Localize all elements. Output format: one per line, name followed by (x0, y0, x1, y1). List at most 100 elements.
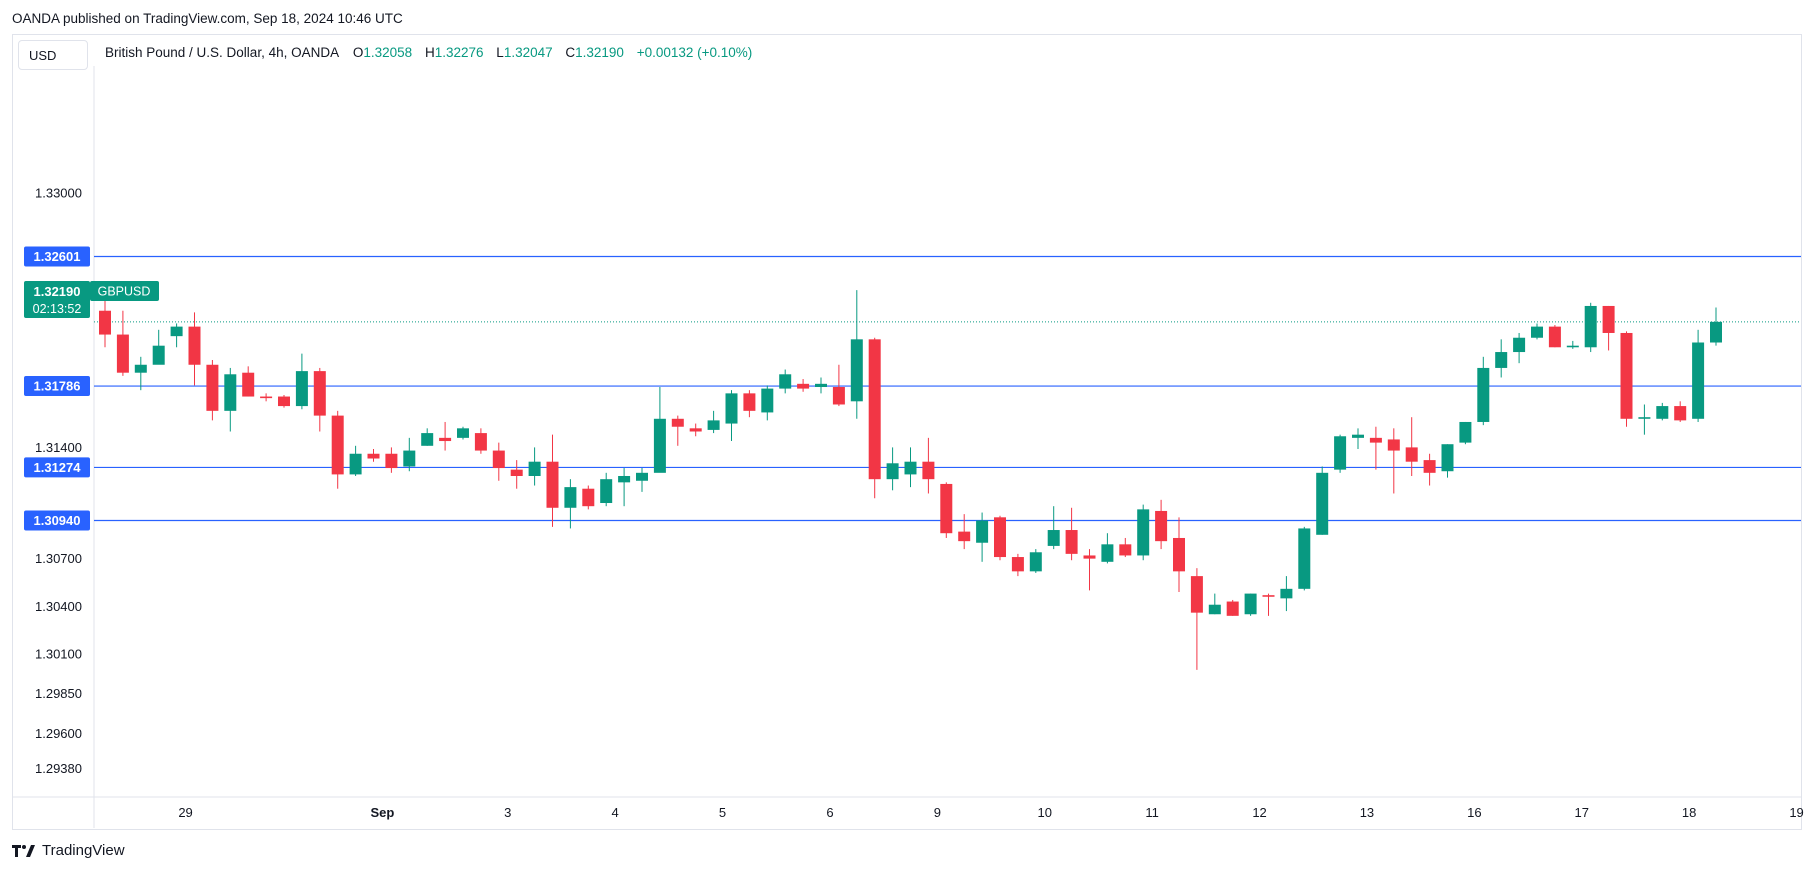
candle (994, 515, 1006, 561)
time-tick-label: 16 (1467, 805, 1481, 820)
candle-body (1047, 530, 1060, 546)
candle (1226, 599, 1239, 616)
tradingview-logo-icon (12, 844, 35, 857)
candle (600, 472, 613, 507)
legend-low-label: L (496, 45, 504, 60)
candle-body (564, 487, 577, 508)
price-tick-label: 1.29380 (35, 761, 82, 776)
candle-body (958, 531, 971, 542)
tradingview-brand: TradingView (42, 842, 125, 859)
candle (1369, 426, 1382, 470)
candle (170, 323, 183, 348)
candle (707, 410, 720, 434)
candle-body (546, 461, 559, 508)
candle-body (1566, 345, 1579, 348)
candle-body (510, 469, 523, 476)
candle-body (1584, 305, 1597, 348)
candle-body (815, 383, 827, 388)
candle-body (474, 433, 487, 451)
candle-body (385, 453, 398, 469)
candle (743, 390, 756, 418)
candle-body (206, 364, 219, 411)
candle (671, 415, 684, 446)
candle (1656, 402, 1669, 421)
legend-close-label: C (565, 45, 576, 60)
candle (457, 426, 469, 440)
candle-body (278, 396, 290, 407)
candle (1602, 305, 1615, 351)
bar-countdown: 02:13:52 (33, 302, 82, 316)
candle-body (1387, 439, 1400, 451)
candle (1441, 444, 1454, 478)
candle (1065, 507, 1078, 561)
candle (886, 447, 899, 491)
horizontal-levels[interactable]: 1.32601 1.31786 1.31274 1.30940 (24, 246, 1801, 531)
candle (421, 428, 434, 446)
candle (1208, 593, 1221, 615)
time-tick-label: Sep (371, 805, 395, 820)
candle-body (1137, 509, 1150, 556)
candle (725, 390, 738, 442)
price-tick-label: 1.29850 (35, 686, 82, 701)
candle-body (779, 374, 792, 389)
published-caption: OANDA published on TradingView.com, Sep … (12, 11, 403, 26)
candle-body (367, 453, 380, 459)
candle (528, 447, 541, 486)
price-tick-label: 1.30400 (35, 599, 82, 614)
candle (134, 356, 147, 391)
candle (1190, 568, 1203, 670)
price-axis-ticks: 1.33000 1.31400 1.30700 1.30400 1.30100 1.298… (35, 186, 82, 776)
candle-body (1155, 510, 1168, 542)
candle (618, 468, 631, 507)
candle (1566, 340, 1579, 349)
candle (1459, 421, 1472, 445)
candle (1280, 576, 1293, 612)
candle-body (457, 428, 469, 438)
tradingview-footer[interactable]: TradingView (12, 842, 125, 859)
candle (976, 512, 989, 562)
time-tick-label: 18 (1682, 805, 1696, 820)
time-tick-label: 13 (1360, 805, 1374, 820)
level-tag (24, 246, 90, 267)
candle-body (636, 472, 648, 481)
candle-body (1441, 444, 1454, 472)
candle-body (922, 461, 935, 480)
symbol-tag-label: GBPUSD (98, 285, 151, 299)
candle-body (1190, 576, 1203, 613)
time-tick-label: 6 (826, 805, 833, 820)
candle (1244, 593, 1257, 616)
candle (868, 337, 881, 499)
last-price-value: 1.32190 (34, 284, 81, 299)
candle (1083, 549, 1096, 591)
candle (546, 434, 559, 527)
candle-body (1405, 447, 1418, 462)
candle (1334, 434, 1347, 473)
candle-body (1262, 595, 1275, 597)
candle-body (1065, 530, 1078, 554)
price-tick-label: 1.29600 (35, 726, 82, 741)
candle (1047, 506, 1060, 550)
candle-body (689, 428, 702, 432)
chart-axes: 1.33000 1.31400 1.30700 1.30400 1.30100 1.298… (12, 66, 1804, 828)
candle-body (868, 339, 881, 480)
currency-button[interactable]: USD (18, 40, 88, 70)
candle (295, 353, 308, 410)
candle (331, 410, 344, 489)
candle-body (1495, 352, 1508, 368)
candle-body (170, 326, 183, 337)
candle (958, 514, 971, 550)
candle-body (1638, 417, 1651, 419)
candle-body (1226, 601, 1239, 616)
candle-body (260, 396, 273, 399)
candle (797, 379, 810, 392)
candle (1495, 339, 1508, 378)
candle (1387, 428, 1400, 494)
candle-body (1477, 367, 1490, 422)
price-tick-label: 1.30100 (35, 646, 82, 661)
last-price-tag[interactable]: 1.32190 02:13:52 GBPUSD (24, 281, 159, 318)
legend-symbol[interactable]: British Pound / U.S. Dollar, 4h, OANDA (105, 45, 340, 60)
candle-body (797, 383, 810, 389)
candle (1674, 401, 1687, 422)
candle (1173, 517, 1185, 593)
